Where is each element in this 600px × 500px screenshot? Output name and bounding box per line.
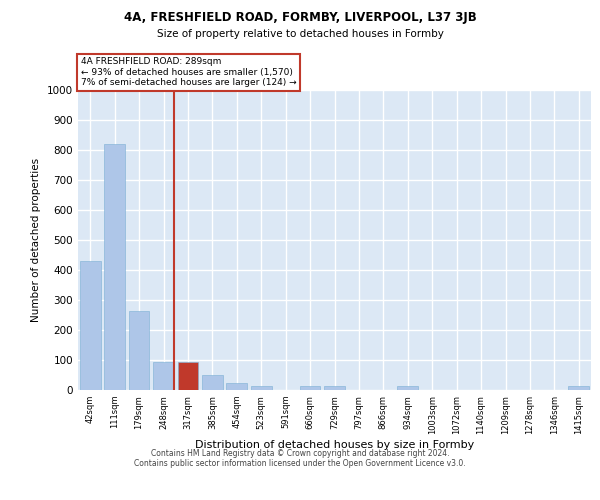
Bar bbox=[128, 310, 149, 390]
Text: 4A FRESHFIELD ROAD: 289sqm
← 93% of detached houses are smaller (1,570)
7% of se: 4A FRESHFIELD ROAD: 289sqm ← 93% of deta… bbox=[80, 57, 296, 87]
X-axis label: Distribution of detached houses by size in Formby: Distribution of detached houses by size … bbox=[195, 440, 474, 450]
Bar bbox=[80, 261, 101, 390]
Bar bbox=[568, 386, 589, 390]
Bar bbox=[178, 362, 199, 390]
Bar bbox=[153, 362, 174, 390]
Y-axis label: Number of detached properties: Number of detached properties bbox=[31, 158, 41, 322]
Bar bbox=[202, 375, 223, 390]
Bar bbox=[226, 382, 247, 390]
Text: 4A, FRESHFIELD ROAD, FORMBY, LIVERPOOL, L37 3JB: 4A, FRESHFIELD ROAD, FORMBY, LIVERPOOL, … bbox=[124, 11, 476, 24]
Bar bbox=[324, 386, 345, 390]
Bar bbox=[251, 386, 272, 390]
Bar bbox=[104, 144, 125, 390]
Text: Size of property relative to detached houses in Formby: Size of property relative to detached ho… bbox=[157, 29, 443, 39]
Bar bbox=[397, 386, 418, 390]
Text: Contains public sector information licensed under the Open Government Licence v3: Contains public sector information licen… bbox=[134, 458, 466, 468]
Bar bbox=[299, 386, 320, 390]
Text: Contains HM Land Registry data © Crown copyright and database right 2024.: Contains HM Land Registry data © Crown c… bbox=[151, 448, 449, 458]
